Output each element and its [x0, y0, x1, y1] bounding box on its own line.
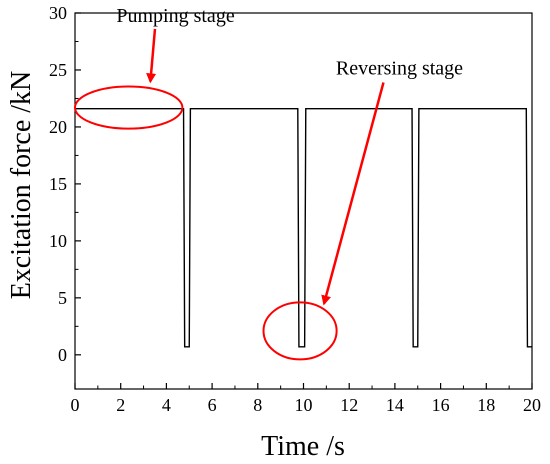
x-tick-label: 14 — [386, 395, 404, 415]
reversing-arrow — [321, 82, 385, 306]
series-line — [75, 108, 532, 348]
y-axis-title: Excitation force /kN — [6, 71, 37, 300]
y-tick-label: 15 — [49, 174, 67, 194]
x-tick-label: 0 — [71, 395, 80, 415]
x-tick-label: 8 — [253, 395, 262, 415]
x-tick-label: 10 — [295, 395, 313, 415]
pumping-ellipse — [74, 85, 184, 130]
x-tick-label: 12 — [340, 395, 358, 415]
x-tick-label: 18 — [477, 395, 495, 415]
x-axis-title: Time /s — [261, 431, 345, 462]
x-tick-label: 20 — [523, 395, 541, 415]
reversing-ellipse — [262, 301, 338, 361]
x-tick-label: 2 — [116, 395, 125, 415]
y-tick-label: 0 — [58, 345, 67, 365]
y-tick-label: 25 — [49, 60, 67, 80]
pumping-label: Pumping stage — [116, 5, 234, 27]
x-tick-label: 6 — [208, 395, 217, 415]
plot-frame — [74, 12, 533, 390]
y-tick-label: 10 — [49, 231, 67, 251]
y-tick-label: 5 — [58, 288, 67, 308]
pumping-arrow — [146, 28, 157, 84]
x-tick-label: 16 — [432, 395, 450, 415]
reversing-label: Reversing stage — [336, 58, 463, 80]
y-tick-label: 20 — [49, 117, 67, 137]
y-tick-label: 30 — [49, 3, 67, 23]
x-tick-label: 4 — [162, 395, 171, 415]
